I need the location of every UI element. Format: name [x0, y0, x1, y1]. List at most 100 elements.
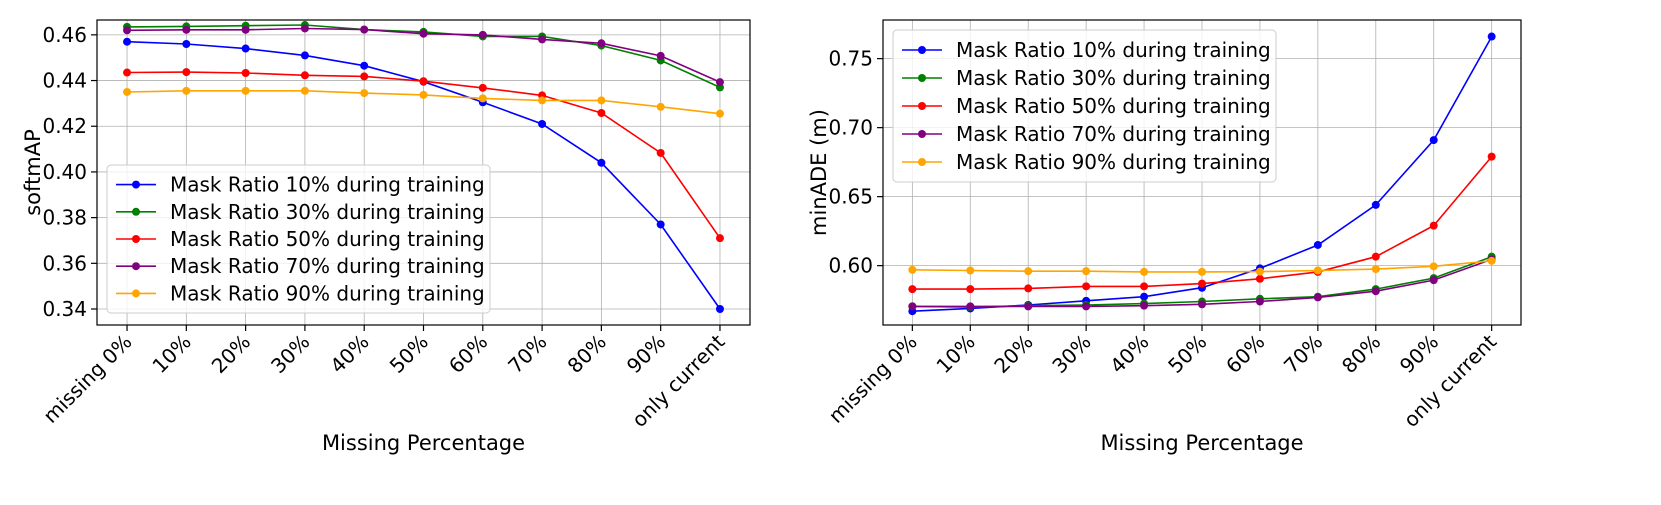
legend-entry: Mask Ratio 30% during training: [902, 66, 1271, 90]
data-point: [1198, 300, 1206, 309]
x-ticks: missing 0% 10% 20% 30% 40% 50% 60% 70% 80% 90%onl…: [38, 325, 730, 432]
x-tick-label: 80%: [1337, 330, 1385, 378]
data-point: [1487, 152, 1496, 161]
legend-marker: [132, 289, 140, 298]
y-tick-label: 0.75: [828, 47, 873, 71]
data-point: [182, 68, 191, 77]
data-point: [908, 265, 917, 274]
legend-label: Mask Ratio 50% during training: [170, 227, 485, 251]
x-tick-label: missing 0%: [824, 330, 922, 428]
softmap-chart: 0.34 0.36 0.38 0.40 0.42 0.44 0.46 missing 0% 10…: [21, 19, 751, 455]
data-point: [1024, 267, 1033, 276]
data-point: [1082, 282, 1091, 291]
series-4: [123, 86, 724, 118]
x-axis-title: Missing Percentage: [322, 431, 525, 455]
data-point: [656, 148, 665, 157]
y-axis-title: minADE (m): [807, 109, 831, 236]
data-point: [1198, 279, 1206, 288]
x-tick-label: 70%: [1279, 330, 1327, 378]
data-point: [1313, 266, 1322, 275]
data-point: [1371, 287, 1380, 296]
data-point: [1429, 276, 1438, 285]
x-tick-label: 60%: [444, 330, 492, 378]
series-3: [908, 255, 1496, 311]
x-tick-label: 70%: [503, 330, 551, 378]
data-point: [123, 37, 132, 46]
data-point: [538, 35, 547, 44]
data-point: [1140, 282, 1149, 291]
data-point: [1313, 293, 1322, 302]
data-point: [360, 25, 369, 34]
y-tick-label: 0.40: [42, 160, 87, 184]
legend-marker: [918, 46, 926, 54]
data-point: [1140, 292, 1149, 301]
legend-marker: [918, 158, 926, 166]
legend-entry: Mask Ratio 10% during training: [116, 173, 485, 197]
data-point: [656, 102, 665, 111]
data-point: [419, 29, 428, 38]
x-tick-label: 80%: [563, 330, 611, 378]
data-point: [1024, 302, 1033, 311]
data-point: [241, 69, 250, 78]
data-point: [1082, 302, 1091, 311]
data-point: [1371, 200, 1380, 209]
legend-entry: Mask Ratio 70% during training: [116, 254, 485, 278]
data-point: [478, 94, 487, 103]
data-point: [1371, 265, 1380, 274]
data-point: [597, 108, 606, 117]
data-point: [597, 96, 606, 105]
legend-label: Mask Ratio 90% during training: [956, 150, 1271, 174]
x-ticks: missing 0% 10% 20% 30% 40% 50% 60% 70% 80% 90%onl…: [824, 325, 1501, 432]
data-point: [1198, 267, 1206, 276]
legend-label: Mask Ratio 50% during training: [956, 94, 1271, 118]
data-point: [182, 39, 191, 48]
series-2: [123, 68, 724, 243]
x-tick-label: 10%: [147, 330, 195, 378]
y-tick-label: 0.42: [42, 114, 87, 138]
x-tick-label: 60%: [1221, 330, 1269, 378]
legend-entry: Mask Ratio 30% during training: [116, 200, 485, 224]
data-point: [966, 266, 975, 275]
x-tick-label: missing 0%: [38, 330, 136, 428]
data-point: [123, 68, 132, 77]
data-point: [360, 89, 369, 98]
data-point: [1429, 262, 1438, 271]
y-tick-label: 0.46: [42, 23, 87, 47]
data-point: [419, 77, 428, 86]
data-point: [1429, 136, 1438, 145]
legend-label: Mask Ratio 70% during training: [170, 254, 485, 278]
minade-chart: 0.60 0.65 0.70 0.75 missing 0% 10% 20% 30% 40% 50…: [807, 19, 1522, 455]
data-point: [715, 234, 724, 243]
data-point: [241, 44, 250, 53]
data-point: [597, 39, 606, 48]
data-point: [1255, 274, 1264, 283]
data-point: [715, 305, 724, 314]
legend-entry: Mask Ratio 50% during training: [116, 227, 485, 251]
data-point: [1255, 267, 1264, 276]
data-point: [241, 25, 250, 34]
legend-marker: [132, 235, 140, 243]
series-2: [908, 152, 1496, 294]
y-tick-label: 0.70: [828, 116, 873, 140]
legend-label: Mask Ratio 10% during training: [956, 38, 1271, 62]
data-point: [1429, 221, 1438, 230]
data-point: [478, 83, 487, 92]
legend-label: Mask Ratio 10% during training: [170, 173, 485, 197]
legend-entry: Mask Ratio 90% during training: [902, 150, 1271, 174]
series-3: [123, 24, 724, 87]
data-point: [656, 51, 665, 60]
legend-entry: Mask Ratio 70% during training: [902, 122, 1271, 146]
data-point: [360, 72, 369, 81]
data-point: [1371, 252, 1380, 261]
legend-marker: [132, 180, 140, 189]
x-axis-title: Missing Percentage: [1100, 431, 1303, 455]
y-ticks: 0.60 0.65 0.70 0.75: [828, 47, 883, 278]
data-point: [300, 71, 309, 80]
data-point: [182, 86, 191, 95]
data-point: [538, 96, 547, 105]
data-point: [656, 220, 665, 229]
y-tick-label: 0.44: [42, 69, 87, 93]
data-point: [123, 87, 132, 96]
data-point: [300, 24, 309, 33]
